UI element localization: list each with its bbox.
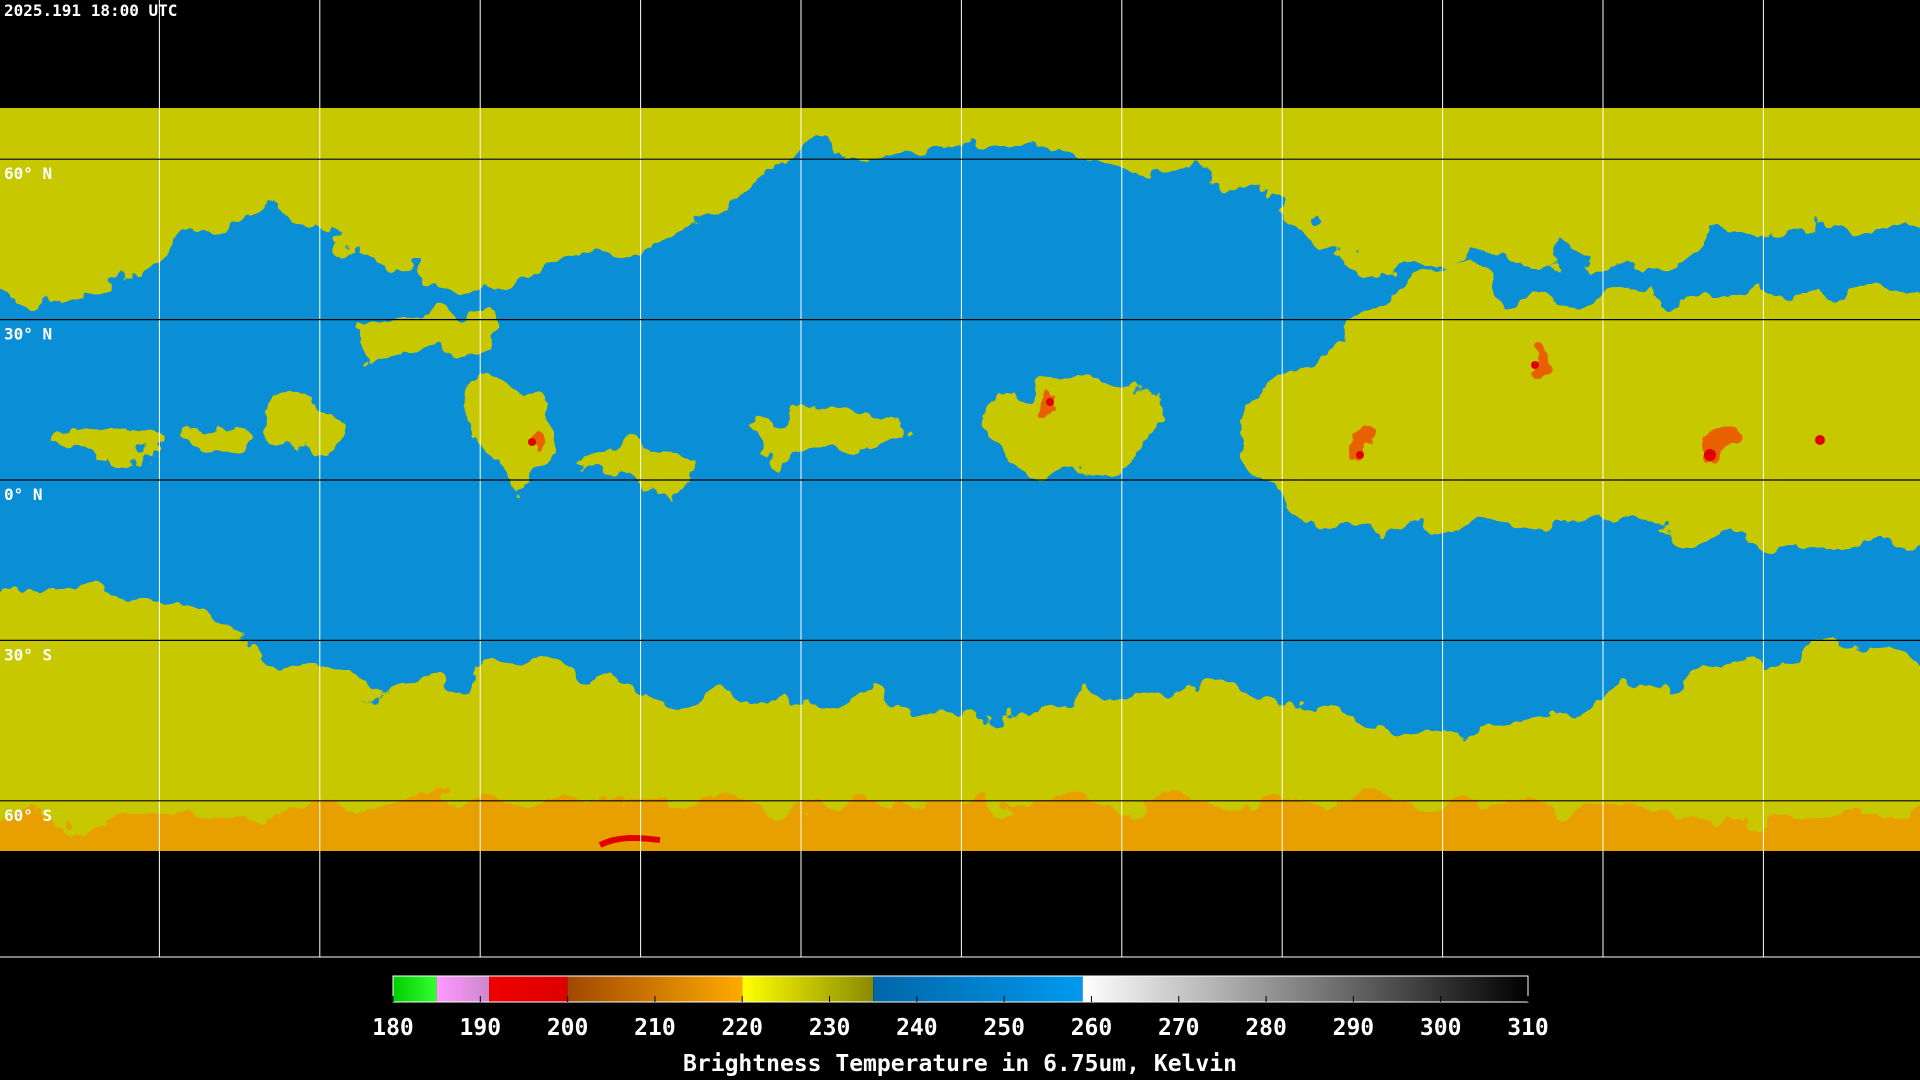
map-labels: 2025.191 18:00 UTC 60° N 30° N 0° N 30° S 60… [4,1,177,825]
colorbar-title: Brightness Temperature in 6.75um, Kelvin [683,1051,1237,1077]
colorbar-tick-label: 230 [809,1015,851,1041]
color-segment [1082,976,1528,1002]
colorbar-tick-label: 310 [1507,1015,1549,1041]
graticule [0,0,1920,958]
imagery [0,108,1920,851]
colorbar-tick-label: 270 [1158,1015,1200,1041]
colorbar-tick-label: 210 [634,1015,676,1041]
colorbar-tick-label: 190 [460,1015,502,1041]
color-segment [436,976,490,1002]
color-segment [873,976,1083,1002]
latitude-label: 30° S [4,645,52,664]
color-segment [742,976,874,1002]
colorbar: 180 190 200 210 220 230 240 250 260 270 280 290 300 3… [372,975,1549,1077]
colorbar-tick-label: 250 [983,1015,1025,1041]
latitude-label: 0° N [4,485,43,504]
colorbar-tick-label: 220 [721,1015,763,1041]
colorbar-tick-label: 200 [547,1015,589,1041]
colorbar-tick-label: 180 [372,1015,414,1041]
colorbar-tick-label: 240 [896,1015,938,1041]
latitude-label: 60° N [4,164,52,183]
color-segment [489,976,568,1002]
colorbar-frame [392,975,1529,1003]
color-segment [393,976,437,1002]
colorbar-tick-label: 300 [1420,1015,1462,1041]
latitude-label: 60° S [4,806,52,825]
latitude-label: 30° N [4,325,52,344]
colorbar-tick-label: 290 [1333,1015,1375,1041]
cold-cloud-tops [528,361,1825,848]
colorbar-tick-label: 280 [1245,1015,1287,1041]
colorbar-tick-label: 260 [1071,1015,1113,1041]
timestamp: 2025.191 18:00 UTC [4,1,177,20]
